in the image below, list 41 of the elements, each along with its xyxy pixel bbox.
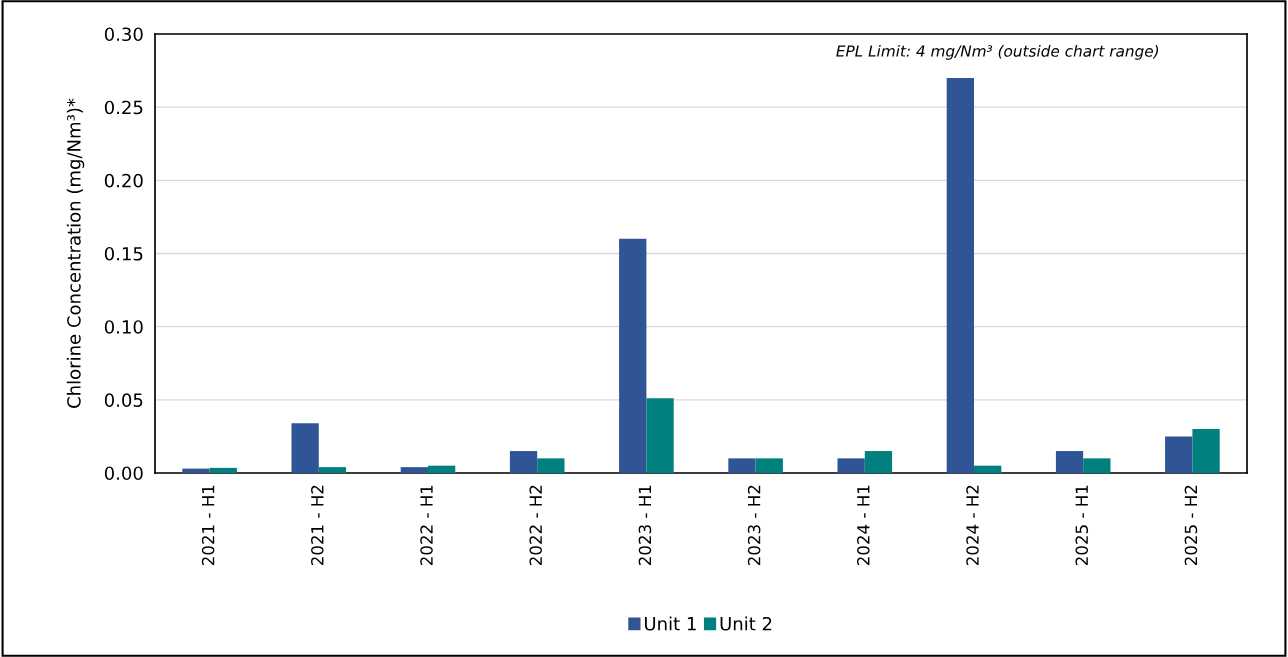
bar <box>428 465 456 473</box>
x-tick-label: 2022 - H2 <box>529 485 543 566</box>
y-axis-title: Chlorine Concentration (mg/Nm³)* <box>66 98 85 408</box>
x-tick-label: 2025 - H1 <box>1075 485 1089 566</box>
x-tick-label: 2025 - H2 <box>1184 485 1198 566</box>
y-tick-label: 0.00 <box>104 466 143 481</box>
bar <box>946 77 974 473</box>
bar <box>182 468 210 473</box>
bar <box>1055 451 1084 473</box>
y-tick-label: 0.30 <box>104 27 143 42</box>
y-tick-label: 0.05 <box>104 393 143 407</box>
x-tick-label: 2023 - H1 <box>638 485 652 566</box>
bar <box>864 451 893 473</box>
bar <box>537 458 565 473</box>
y-tick-label: 0.15 <box>104 246 143 261</box>
bar <box>646 398 674 473</box>
bar <box>974 465 1002 473</box>
bar <box>1083 458 1111 473</box>
x-tick-label: 2022 - H1 <box>420 485 433 566</box>
bar <box>755 458 783 473</box>
bar <box>291 423 319 473</box>
x-tick-label: 2024 - H1 <box>857 485 870 566</box>
annotation: EPL Limit: 4 mg/Nm³ (outside chart range) <box>836 44 1159 60</box>
bar <box>728 458 756 473</box>
bar <box>619 238 647 473</box>
bar <box>1192 429 1220 473</box>
bar <box>318 467 347 473</box>
bar <box>509 451 538 473</box>
x-tick-label: 2023 - H2 <box>747 485 761 566</box>
legend-label: Unit 2 <box>720 616 772 631</box>
legend-label: Unit 1 <box>644 616 696 631</box>
bar <box>1165 436 1193 473</box>
x-tick-label: 2021 - H2 <box>311 485 324 566</box>
y-tick-label: 0.10 <box>104 320 143 334</box>
bar <box>837 458 865 473</box>
x-tick-label: 2021 - H1 <box>201 485 215 566</box>
y-tick-label: 0.20 <box>104 173 143 188</box>
y-tick-label: 0.25 <box>104 100 143 115</box>
bar <box>209 467 237 473</box>
bar <box>400 467 428 473</box>
x-tick-label: 2024 - H2 <box>966 485 979 566</box>
